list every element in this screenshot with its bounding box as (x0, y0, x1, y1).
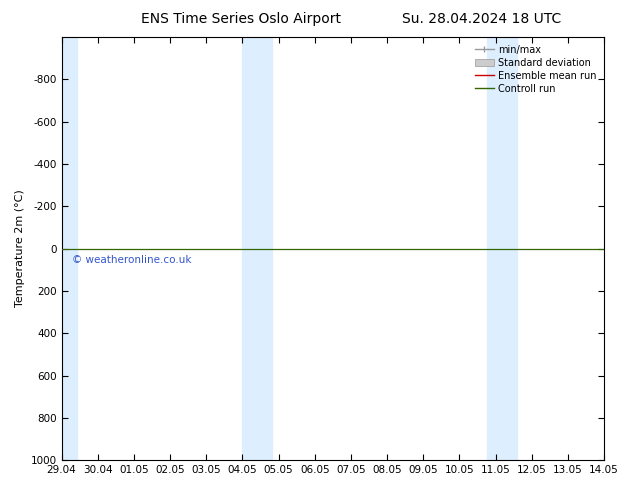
Bar (61, 37, 77, 460)
Text: Su. 28.04.2024 18 UTC: Su. 28.04.2024 18 UTC (402, 12, 562, 26)
Y-axis label: Temperature 2m (°C): Temperature 2m (°C) (15, 190, 25, 307)
Text: ENS Time Series Oslo Airport: ENS Time Series Oslo Airport (141, 12, 341, 26)
Bar (501, 37, 517, 460)
Bar (486, 37, 501, 460)
Bar (242, 37, 257, 460)
Bar (257, 37, 273, 460)
Legend: min/max, Standard deviation, Ensemble mean run, Controll run: min/max, Standard deviation, Ensemble me… (472, 42, 599, 97)
Text: © weatheronline.co.uk: © weatheronline.co.uk (72, 255, 192, 265)
